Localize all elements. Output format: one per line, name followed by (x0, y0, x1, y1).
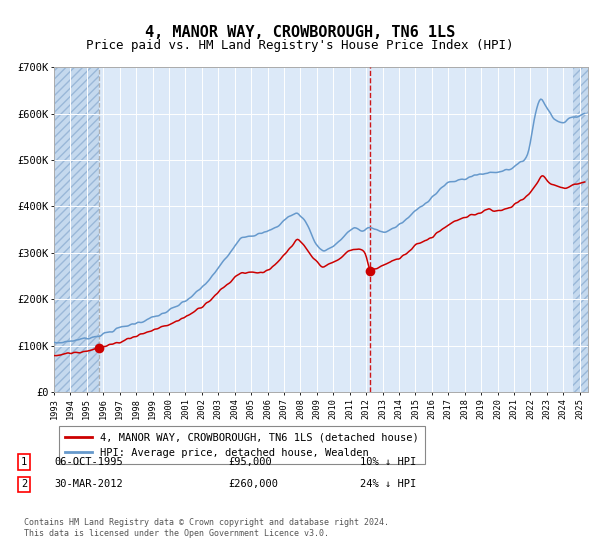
Legend: 4, MANOR WAY, CROWBOROUGH, TN6 1LS (detached house), HPI: Average price, detache: 4, MANOR WAY, CROWBOROUGH, TN6 1LS (deta… (59, 427, 425, 464)
Text: 06-OCT-1995: 06-OCT-1995 (54, 457, 123, 467)
Text: Price paid vs. HM Land Registry's House Price Index (HPI): Price paid vs. HM Land Registry's House … (86, 39, 514, 52)
Text: 24% ↓ HPI: 24% ↓ HPI (360, 479, 416, 489)
Bar (54, 67, 99, 392)
Text: £260,000: £260,000 (228, 479, 278, 489)
Text: 30-MAR-2012: 30-MAR-2012 (54, 479, 123, 489)
Bar (573, 67, 588, 392)
Text: 10% ↓ HPI: 10% ↓ HPI (360, 457, 416, 467)
Text: 1: 1 (21, 457, 27, 467)
Text: 2: 2 (21, 479, 27, 489)
Text: £95,000: £95,000 (228, 457, 272, 467)
Text: 4, MANOR WAY, CROWBOROUGH, TN6 1LS: 4, MANOR WAY, CROWBOROUGH, TN6 1LS (145, 25, 455, 40)
Text: Contains HM Land Registry data © Crown copyright and database right 2024.
This d: Contains HM Land Registry data © Crown c… (24, 518, 389, 538)
